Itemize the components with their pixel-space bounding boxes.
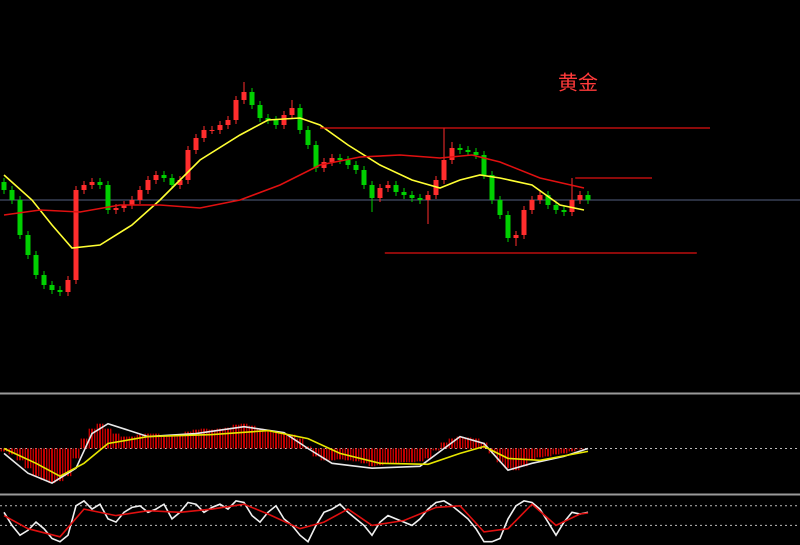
candle-body <box>545 195 551 205</box>
candle-body <box>153 175 159 180</box>
price-panel <box>0 82 800 296</box>
candle-body <box>145 180 151 190</box>
candle-body <box>369 185 375 198</box>
candle-body <box>521 210 527 235</box>
candle-body <box>529 200 535 210</box>
candle-body <box>25 235 31 255</box>
candle-body <box>513 235 519 238</box>
candle-body <box>361 170 367 185</box>
candle-body <box>57 290 63 292</box>
candle-body <box>209 130 215 131</box>
stoch-line <box>3 499 589 543</box>
candle-body <box>337 158 343 160</box>
candle-body <box>569 200 575 212</box>
candle-body <box>1 182 7 190</box>
candle-body <box>409 195 415 198</box>
candle-body <box>385 185 391 188</box>
candle-body <box>305 130 311 145</box>
macd-panel <box>0 422 800 484</box>
candle-body <box>161 175 167 178</box>
candle-body <box>497 200 503 215</box>
candle-body <box>353 165 359 170</box>
macd-line <box>3 422 589 484</box>
candle-body <box>113 208 119 210</box>
candle-body <box>281 115 287 125</box>
candle-body <box>449 148 455 160</box>
candle-body <box>289 108 295 115</box>
candle-body <box>201 130 207 138</box>
candle-body <box>217 125 223 130</box>
candle-body <box>193 138 199 150</box>
candle-body <box>457 148 463 150</box>
candle-body <box>257 105 263 118</box>
candle-body <box>481 155 487 175</box>
candle-body <box>297 108 303 130</box>
candle-body <box>585 195 591 200</box>
candle-body <box>265 118 271 120</box>
candle-body <box>105 185 111 210</box>
candle-body <box>137 190 143 200</box>
candle-body <box>9 190 15 200</box>
candle-body <box>377 188 383 198</box>
candle-body <box>177 180 183 185</box>
candle-body <box>129 200 135 205</box>
stoch-line <box>3 503 589 538</box>
candle-body <box>17 200 23 235</box>
candle-body <box>553 205 559 210</box>
candle-body <box>169 178 175 185</box>
candle-body <box>401 192 407 195</box>
candle-body <box>537 195 543 200</box>
candle-body <box>417 198 423 200</box>
chart-title: 黄金 <box>558 71 598 95</box>
candle-body <box>561 210 567 212</box>
candle-body <box>393 185 399 192</box>
candle-body <box>225 120 231 125</box>
candle-body <box>97 182 103 185</box>
moving-average-line <box>3 154 585 216</box>
candle-body <box>185 150 191 180</box>
candle-body <box>577 195 583 200</box>
candle-body <box>49 285 55 290</box>
candle-body <box>33 255 39 275</box>
candle-body <box>89 182 95 185</box>
candle-body <box>489 175 495 200</box>
candle-body <box>441 160 447 180</box>
candle-body <box>241 92 247 100</box>
candle-body <box>73 190 79 280</box>
candle-body <box>233 100 239 120</box>
candle-body <box>65 280 71 292</box>
candle-body <box>273 120 279 125</box>
candle-body <box>249 92 255 105</box>
candle-body <box>465 150 471 152</box>
candle-body <box>345 160 351 165</box>
candle-body <box>329 158 335 162</box>
candle-body <box>505 215 511 238</box>
candle-body <box>425 195 431 200</box>
candle-body <box>473 152 479 155</box>
candle-body <box>313 145 319 168</box>
moving-average-line <box>3 117 585 249</box>
candle-body <box>41 275 47 285</box>
candle-body <box>121 205 127 208</box>
candle-body <box>81 185 87 190</box>
stoch-panel <box>0 499 800 543</box>
macd-line <box>3 429 589 478</box>
